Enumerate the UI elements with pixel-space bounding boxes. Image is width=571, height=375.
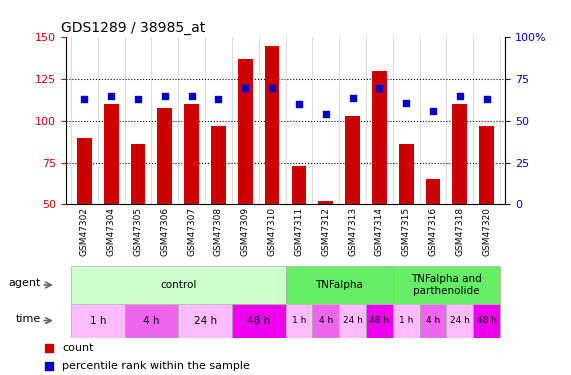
Point: [294, 101, 303, 107]
Bar: [425, 179, 440, 204]
Text: 1 h: 1 h: [399, 316, 413, 325]
Text: 4 h: 4 h: [319, 316, 333, 325]
Point: [80, 96, 89, 102]
Text: 24 h: 24 h: [450, 316, 470, 325]
Text: 1 h: 1 h: [292, 316, 306, 325]
Text: 4 h: 4 h: [143, 316, 160, 326]
Point: [107, 93, 116, 99]
Bar: [393, 304, 420, 338]
Bar: [312, 304, 339, 338]
Bar: [286, 266, 393, 304]
Bar: [393, 266, 500, 304]
Text: TNFalpha: TNFalpha: [315, 280, 363, 290]
Bar: [131, 144, 146, 204]
Text: control: control: [160, 280, 196, 290]
Bar: [232, 304, 286, 338]
Point: [321, 111, 330, 117]
Bar: [77, 138, 92, 204]
Bar: [345, 116, 360, 204]
Bar: [178, 304, 232, 338]
Point: [468, 108, 477, 114]
Bar: [479, 126, 494, 204]
Point: [468, 268, 477, 274]
Bar: [71, 266, 286, 304]
Bar: [473, 304, 500, 338]
Text: count: count: [62, 343, 94, 353]
Bar: [286, 304, 312, 338]
Bar: [452, 104, 467, 204]
Text: GDS1289 / 38985_at: GDS1289 / 38985_at: [61, 21, 206, 35]
Text: 1 h: 1 h: [90, 316, 106, 326]
Bar: [447, 304, 473, 338]
Bar: [211, 126, 226, 204]
Text: 24 h: 24 h: [194, 316, 216, 326]
Bar: [292, 166, 306, 204]
Point: [401, 100, 411, 106]
Bar: [158, 108, 172, 204]
Point: [160, 93, 170, 99]
Text: agent: agent: [9, 278, 41, 288]
Point: [241, 84, 250, 90]
Bar: [238, 59, 252, 204]
Bar: [372, 71, 387, 204]
Text: 48 h: 48 h: [477, 316, 497, 325]
Point: [134, 96, 143, 102]
Point: [214, 96, 223, 102]
Point: [455, 93, 464, 99]
Bar: [399, 144, 413, 204]
Bar: [339, 304, 366, 338]
Bar: [366, 304, 393, 338]
Point: [375, 84, 384, 90]
Text: TNFalpha and
parthenolide: TNFalpha and parthenolide: [411, 274, 482, 296]
Bar: [319, 201, 333, 204]
Point: [348, 94, 357, 100]
Point: [187, 93, 196, 99]
Text: 48 h: 48 h: [369, 316, 389, 325]
Bar: [420, 304, 447, 338]
Text: percentile rank within the sample: percentile rank within the sample: [62, 361, 250, 370]
Point: [268, 84, 277, 90]
Text: 24 h: 24 h: [343, 316, 363, 325]
Point: [428, 108, 437, 114]
Text: 4 h: 4 h: [426, 316, 440, 325]
Bar: [71, 304, 124, 338]
Point: [482, 96, 491, 102]
Bar: [124, 304, 178, 338]
Bar: [184, 104, 199, 204]
Text: 48 h: 48 h: [247, 316, 270, 326]
Bar: [104, 104, 119, 204]
Bar: [265, 46, 279, 204]
Text: time: time: [15, 314, 41, 324]
